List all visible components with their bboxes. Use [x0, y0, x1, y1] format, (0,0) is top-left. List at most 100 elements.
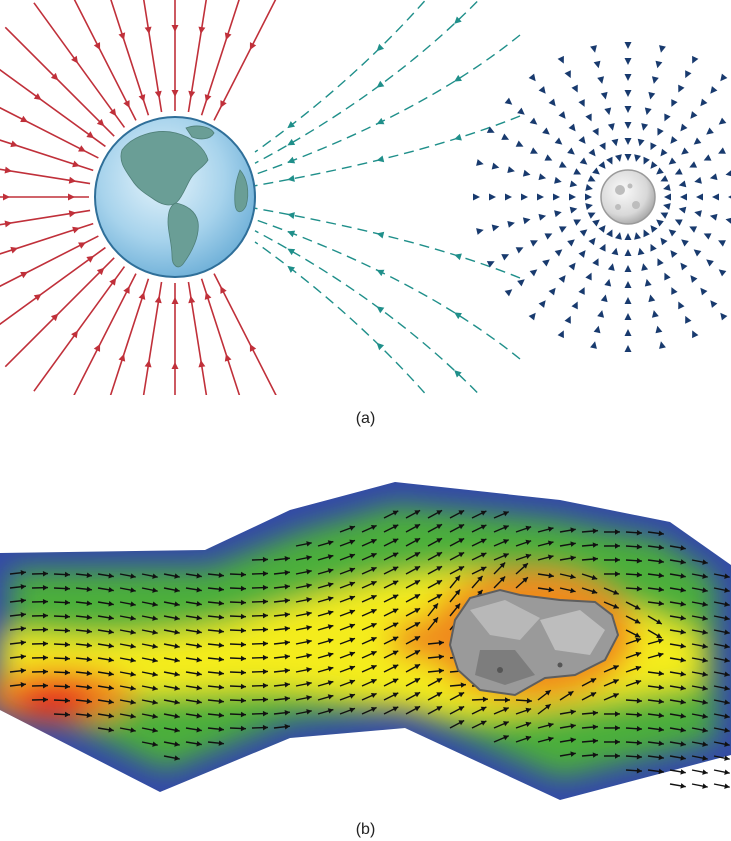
- flow-arrowhead: [262, 696, 268, 703]
- flow-arrowhead: [614, 543, 620, 549]
- field-arrowhead: [650, 225, 658, 233]
- field-arrowhead: [598, 161, 606, 169]
- field-arrowhead: [700, 98, 708, 107]
- field-arrowhead: [504, 289, 513, 297]
- flow-arrowhead: [196, 615, 202, 621]
- flow-arrowhead: [218, 726, 224, 732]
- field-arrowhead: [656, 219, 664, 227]
- flow-arrowhead: [262, 724, 268, 731]
- field-arrowhead: [171, 25, 179, 32]
- flow-arrowhead: [658, 754, 664, 761]
- flow-arrowhead: [414, 510, 421, 516]
- flow-arrowhead: [436, 706, 443, 712]
- field-arrowhead: [578, 99, 585, 107]
- field-arrowhead: [694, 210, 702, 218]
- flow-arrowhead: [130, 573, 136, 579]
- field-arrowhead: [657, 127, 664, 136]
- field-arrowhead: [606, 229, 613, 238]
- field-arrowhead: [643, 156, 650, 165]
- field-arrowhead: [585, 203, 593, 210]
- field-arrowhead: [624, 42, 632, 49]
- field-arrowhead: [571, 301, 578, 310]
- flow-arrowhead: [460, 682, 466, 688]
- field-arrowhead: [681, 147, 689, 155]
- field-arrowhead: [634, 154, 641, 162]
- flow-arrowhead: [64, 711, 70, 718]
- field-arrowhead: [592, 258, 599, 267]
- flow-arrowhead: [327, 708, 334, 714]
- flow-arrowhead: [680, 713, 686, 719]
- flow-arrowhead: [636, 586, 642, 592]
- flow-arrowhead: [392, 594, 399, 600]
- flow-arrowhead: [570, 751, 576, 757]
- flow-arrowhead: [20, 612, 26, 618]
- flow-arrowhead: [392, 622, 399, 628]
- flow-arrowhead: [592, 738, 598, 744]
- field-arrowhead: [712, 193, 719, 201]
- flow-arrowhead: [680, 699, 686, 705]
- flow-arrowhead: [480, 538, 487, 544]
- flow-arrowhead: [370, 581, 377, 587]
- flow-arrowhead: [152, 657, 158, 663]
- flow-arrowhead: [480, 566, 487, 572]
- flow-arrowhead: [174, 699, 180, 705]
- flow-arrowhead: [108, 573, 114, 579]
- flow-arrowhead: [196, 629, 202, 635]
- flow-arrowhead: [680, 559, 686, 565]
- flow-arrowhead: [218, 614, 224, 620]
- flow-arrowhead: [482, 696, 488, 703]
- flow-arrowhead: [20, 682, 26, 688]
- field-arrowhead: [118, 353, 126, 362]
- field-arrowhead: [641, 263, 649, 271]
- flow-arrowhead: [526, 697, 532, 704]
- earth-field-line: [4, 257, 115, 368]
- field-arrowhead: [725, 217, 731, 224]
- flow-arrowhead: [480, 720, 487, 726]
- flow-arrowhead: [64, 613, 70, 620]
- flow-arrowhead: [20, 668, 26, 674]
- flow-arrowhead: [414, 650, 421, 656]
- field-arrowhead: [700, 287, 708, 296]
- flow-arrowhead: [436, 538, 443, 544]
- flow-arrowhead: [724, 755, 730, 761]
- flow-arrowhead: [327, 624, 334, 630]
- flow-arrowhead: [525, 707, 532, 714]
- field-arrowhead: [501, 254, 510, 261]
- earth-field-line: [33, 266, 126, 392]
- flow-arrowhead: [306, 681, 312, 687]
- field-arrowhead: [287, 156, 296, 164]
- field-arrowhead: [725, 170, 731, 177]
- flow-arrowhead: [218, 684, 224, 690]
- flow-arrowhead: [262, 556, 268, 563]
- flow-arrowhead: [174, 671, 180, 677]
- field-arrowhead: [454, 370, 462, 378]
- flow-arrowhead: [196, 643, 202, 649]
- flow-arrowhead: [327, 694, 334, 700]
- field-arrowhead: [220, 286, 227, 294]
- field-arrowhead: [68, 210, 77, 218]
- flow-arrowhead: [499, 562, 506, 569]
- flow-arrowhead: [592, 542, 598, 548]
- flow-arrowhead: [414, 566, 421, 572]
- field-arrowhead: [668, 157, 677, 165]
- flow-arrowhead: [614, 739, 620, 745]
- flow-arrowhead: [20, 654, 26, 660]
- field-arrowhead: [597, 310, 605, 318]
- field-arrowhead: [588, 148, 596, 157]
- earth-field-line: [0, 139, 94, 172]
- field-arrowhead: [600, 91, 608, 100]
- field-arrowhead: [592, 167, 600, 175]
- field-arrowhead: [68, 193, 75, 201]
- flow-arrowhead: [327, 666, 334, 672]
- field-arrowhead: [476, 159, 484, 166]
- field-arrowhead: [718, 269, 727, 277]
- field-arrowhead: [50, 72, 59, 81]
- field-lines: [0, 0, 731, 395]
- flow-arrowhead: [86, 670, 92, 676]
- flow-arrowhead: [477, 575, 483, 582]
- flow-arrowhead: [64, 697, 70, 704]
- field-arrowhead: [96, 118, 105, 127]
- flow-arrowhead: [42, 682, 48, 689]
- field-arrowhead: [664, 193, 671, 201]
- flow-arrowhead: [724, 629, 730, 635]
